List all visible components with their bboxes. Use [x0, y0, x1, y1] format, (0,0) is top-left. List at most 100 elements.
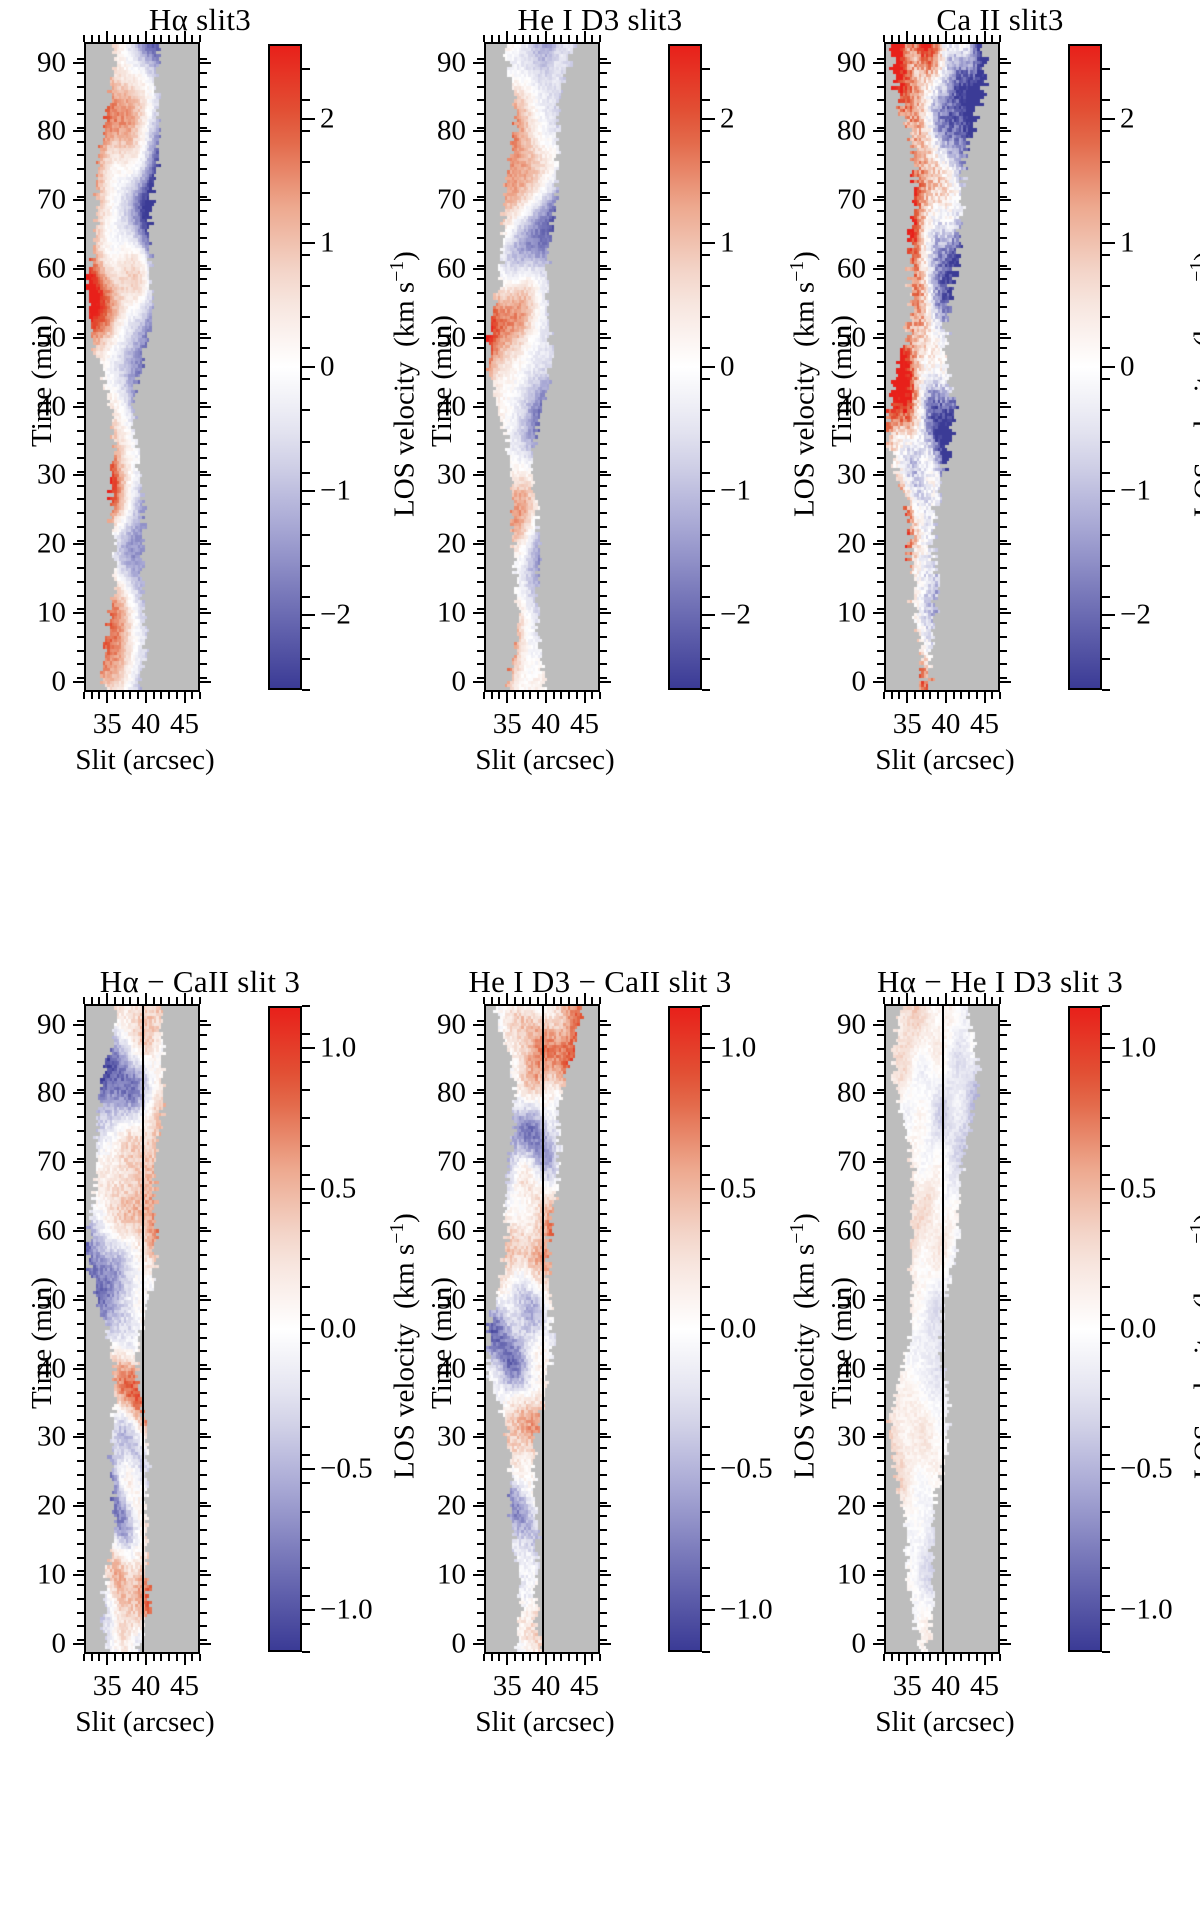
colorbar-tick-minor — [702, 1285, 710, 1288]
colorbar-tick-label: 2 — [320, 102, 335, 135]
ytick-minor-right — [600, 292, 607, 295]
colorbar-tick-minor — [302, 285, 310, 288]
ytick-major — [73, 680, 84, 683]
ytick-minor-right — [200, 1570, 207, 1573]
ytick-major — [873, 474, 884, 477]
xtick-minor — [913, 1654, 916, 1661]
ytick-major — [73, 1298, 84, 1301]
ytick-minor — [877, 622, 884, 625]
ytick-minor — [877, 1611, 884, 1614]
xtick-label: 35 — [492, 1670, 522, 1702]
colorbar-tick-label: 0.0 — [720, 1312, 757, 1345]
xtick-major-top — [106, 993, 109, 1004]
xtick-minor-top — [90, 35, 93, 42]
ytick-minor — [877, 1295, 884, 1298]
ytick-minor — [877, 1281, 884, 1284]
ytick-minor — [77, 1102, 84, 1105]
ytick-minor — [77, 1487, 84, 1490]
ytick-minor-right — [600, 1625, 607, 1628]
ytick-minor — [77, 1501, 84, 1504]
xtick-major — [583, 692, 586, 703]
colorbar-tick-minor — [1102, 347, 1110, 350]
ytick-minor-right — [600, 498, 607, 501]
ytick-major-right — [1000, 130, 1011, 133]
xtick-minor-top — [960, 997, 963, 1004]
xtick-major — [544, 692, 547, 703]
ytick-minor — [77, 1611, 84, 1614]
ytick-minor — [77, 1240, 84, 1243]
ytick-label: 20 — [837, 1489, 866, 1522]
ytick-minor-right — [600, 402, 607, 405]
xtick-minor-top — [152, 35, 155, 42]
ytick-minor-right — [600, 1350, 607, 1353]
colorbar-tick-minor — [1102, 1313, 1110, 1316]
xtick-label: 35 — [892, 1670, 922, 1702]
plot-area[interactable] — [884, 42, 1000, 692]
ytick-minor — [477, 168, 484, 171]
ytick-minor — [477, 1570, 484, 1573]
colorbar-tick-minor — [1102, 502, 1110, 505]
xtick-minor — [129, 692, 132, 699]
ytick-minor-right — [200, 1130, 207, 1133]
xtick-major — [983, 1654, 986, 1665]
plot-area[interactable] — [84, 42, 200, 692]
ytick-minor — [477, 415, 484, 418]
plot-area[interactable] — [484, 1004, 600, 1654]
ytick-label: 50 — [37, 321, 66, 354]
ytick-minor — [877, 168, 884, 171]
xtick-minor-top — [98, 35, 101, 42]
ytick-minor-right — [1000, 1529, 1007, 1532]
ytick-minor — [477, 1391, 484, 1394]
colorbar-tick-major — [1102, 490, 1115, 493]
xtick-minor — [968, 1654, 971, 1661]
ytick-minor — [877, 1350, 884, 1353]
ytick-minor — [877, 1584, 884, 1587]
xtick-major-top — [944, 993, 947, 1004]
plot-area[interactable] — [484, 42, 600, 692]
ytick-minor — [877, 85, 884, 88]
ytick-minor — [477, 677, 484, 680]
colorbar-tick-label: 0 — [320, 350, 335, 383]
ytick-minor-right — [600, 484, 607, 487]
xtick-major-top — [983, 993, 986, 1004]
xtick-minor-top — [529, 997, 532, 1004]
xtick-major-top — [506, 31, 509, 42]
colorbar-tick-major — [1102, 241, 1115, 244]
ytick-minor — [77, 1281, 84, 1284]
colorbar-tick-minor — [302, 1117, 310, 1120]
colorbar-tick-minor — [302, 223, 310, 226]
ytick-minor — [477, 498, 484, 501]
plot-area[interactable] — [84, 1004, 200, 1654]
ytick-minor-right — [200, 402, 207, 405]
ytick-minor-right — [1000, 1130, 1007, 1133]
ytick-minor — [477, 99, 484, 102]
ytick-major — [73, 336, 84, 339]
ytick-label: 0 — [51, 1627, 67, 1660]
ytick-minor — [477, 1033, 484, 1036]
xtick-minor — [152, 1654, 155, 1661]
ytick-minor-right — [600, 622, 607, 625]
plot-area[interactable] — [884, 1004, 1000, 1654]
ytick-minor-right — [600, 525, 607, 528]
ytick-minor-right — [1000, 264, 1007, 267]
colorbar-tick-minor — [702, 1454, 710, 1457]
colorbar-tick-label: −2 — [720, 598, 751, 631]
ytick-minor — [77, 250, 84, 253]
xtick-minor-top — [498, 997, 501, 1004]
colorbar-tick-minor — [702, 689, 710, 691]
colorbar-tick-minor — [702, 254, 710, 257]
xtick-major — [983, 692, 986, 703]
colorbar-tick-minor — [1102, 67, 1110, 70]
ytick-minor — [877, 1364, 884, 1367]
colorbar-tick-minor — [702, 440, 710, 443]
xtick-minor — [952, 1654, 955, 1661]
ytick-label: 10 — [837, 596, 866, 629]
ytick-minor — [477, 347, 484, 350]
xtick-minor — [529, 692, 532, 699]
ytick-minor-right — [1000, 237, 1007, 240]
ytick-minor-right — [600, 99, 607, 102]
ytick-minor — [77, 1171, 84, 1174]
colorbar-tick-minor — [1102, 533, 1110, 536]
ytick-minor-right — [1000, 1212, 1007, 1215]
colorbar-tick-minor — [1102, 1033, 1110, 1036]
